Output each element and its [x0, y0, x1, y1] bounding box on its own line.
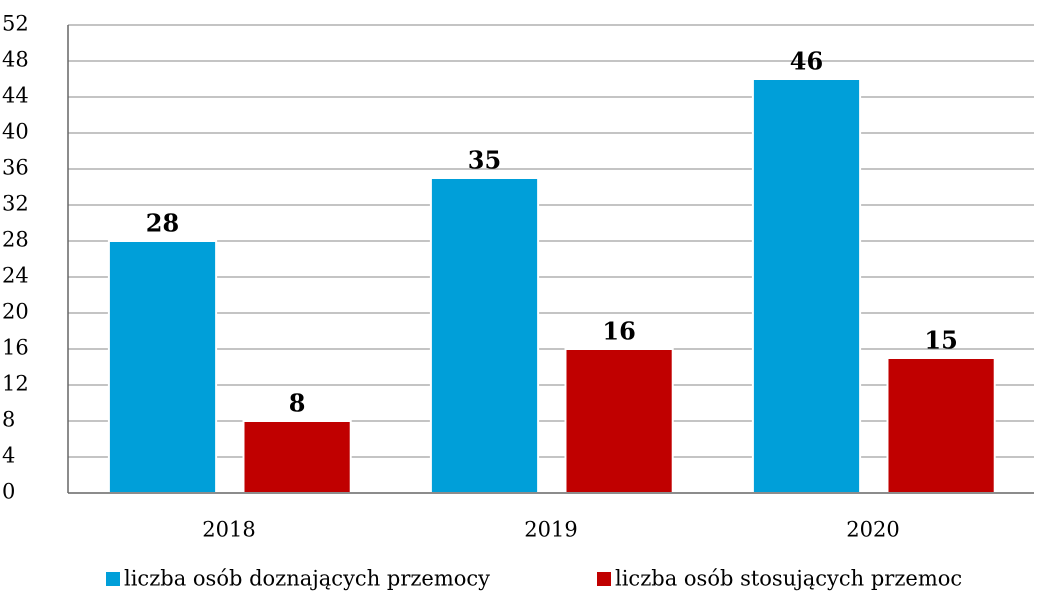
x-tick-label: 2019	[524, 518, 577, 542]
legend-swatch	[106, 572, 120, 586]
y-tick-label: 40	[2, 120, 29, 144]
y-tick-label: 32	[2, 192, 29, 216]
y-tick-label: 4	[2, 444, 15, 468]
bar	[564, 348, 674, 494]
y-tick-label: 28	[2, 228, 29, 252]
value-label: 28	[146, 209, 179, 238]
y-tick-label: 20	[2, 300, 29, 324]
y-tick-label: 24	[2, 264, 29, 288]
legend-swatch	[597, 572, 611, 586]
value-label: 8	[289, 389, 306, 418]
y-tick-label: 0	[2, 480, 15, 504]
y-tick-label: 52	[2, 12, 29, 36]
value-label: 35	[468, 146, 501, 175]
bar	[751, 78, 862, 494]
value-label: 16	[602, 317, 635, 346]
bar	[429, 177, 540, 494]
x-tick-label: 2018	[202, 518, 255, 542]
y-tick-label: 44	[2, 84, 29, 108]
y-tick-label: 48	[2, 48, 29, 72]
y-tick-label: 16	[2, 336, 29, 360]
legend-label: liczba osób stosujących przemoc	[615, 567, 962, 591]
legend-label: liczba osób doznających przemocy	[124, 567, 490, 591]
bar	[886, 357, 996, 494]
bar	[242, 420, 352, 494]
y-tick-label: 12	[2, 372, 29, 396]
value-label: 46	[790, 47, 823, 76]
y-tick-label: 8	[2, 408, 15, 432]
x-tick-label: 2020	[846, 518, 899, 542]
y-tick-label: 36	[2, 156, 29, 180]
value-label: 15	[924, 326, 957, 355]
bar	[107, 240, 218, 494]
